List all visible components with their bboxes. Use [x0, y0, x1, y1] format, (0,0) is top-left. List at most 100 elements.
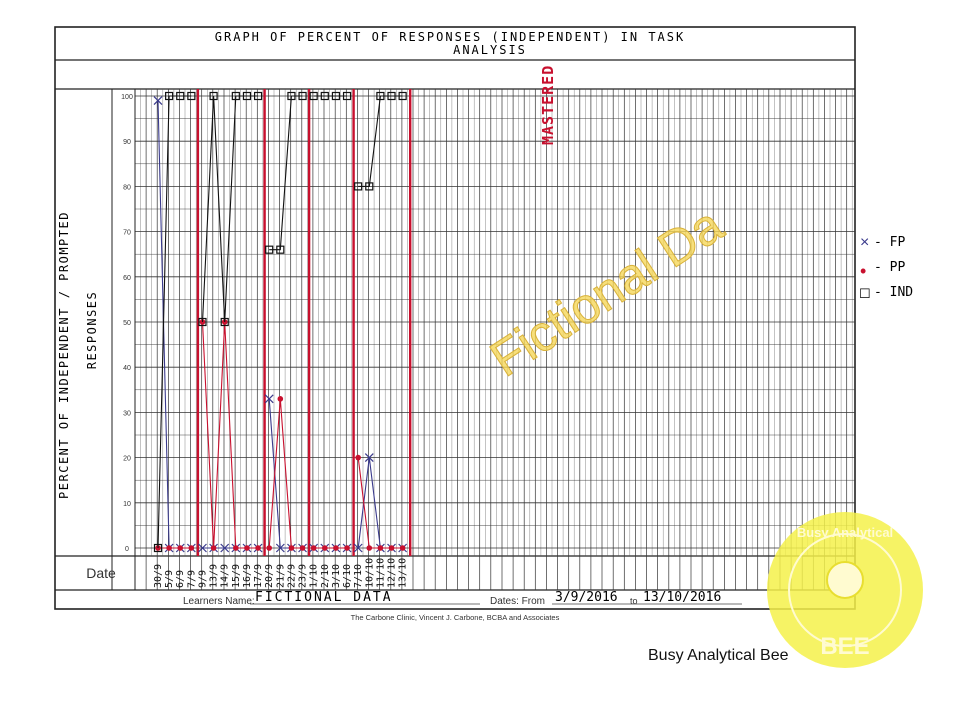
pp-point — [399, 545, 406, 551]
legend-fp-label: - FP — [874, 235, 905, 250]
pp-point — [377, 545, 384, 551]
y-tick-label: 80 — [123, 184, 131, 191]
pp-point — [244, 545, 250, 551]
ind-point — [365, 182, 374, 191]
ind-point — [231, 91, 240, 101]
series-ind-line — [157, 95, 192, 549]
ind-point — [220, 317, 229, 327]
date-label: 9/9 — [198, 570, 209, 588]
dates-to-value: 13/10/2016 — [643, 590, 721, 605]
fp-point-stroke — [220, 543, 230, 553]
date-label: 17/9 — [253, 564, 264, 588]
ind-point — [320, 91, 329, 101]
ind-point — [265, 245, 274, 254]
fp-point-stroke — [264, 394, 274, 404]
date-label: 16/9 — [242, 564, 253, 588]
y-tick-label: 70 — [123, 230, 131, 237]
footer-brand: Busy Analytical Bee — [648, 647, 789, 664]
pp-point — [299, 545, 306, 551]
date-label: 12/10 — [387, 558, 398, 588]
date-label: 7/10 — [353, 564, 364, 588]
date-label: 6/9 — [175, 570, 186, 588]
pp-point — [266, 545, 273, 551]
y-tick-label: 10 — [123, 501, 131, 508]
legend-ind-label: - IND — [874, 285, 913, 300]
learners-name-value: FICTIONAL DATA — [255, 590, 393, 605]
fp-point-stroke — [198, 543, 207, 553]
ind-point — [253, 91, 263, 101]
publisher-credit: The Carbone Clinic, Vincent J. Carbone, … — [351, 613, 560, 622]
dates-from-label: Dates: From — [490, 596, 545, 607]
chart-title-line1: GRAPH OF PERCENT OF RESPONSES (INDEPENDE… — [215, 30, 685, 44]
date-label: 2/10 — [320, 564, 331, 588]
date-label: 23/9 — [298, 564, 309, 588]
ind-point — [298, 91, 307, 101]
pp-point — [255, 545, 261, 551]
pp-point — [366, 545, 373, 551]
fp-point-stroke — [353, 543, 363, 553]
pp-point — [333, 545, 339, 551]
date-label: 15/9 — [231, 564, 242, 588]
date-label: 1/10 — [309, 564, 320, 588]
stamp-curved-text: Busy Analytical — [797, 525, 893, 540]
pp-point — [177, 545, 184, 551]
date-label: 30/9 — [153, 564, 164, 588]
ind-point — [331, 91, 341, 101]
pp-point — [166, 545, 172, 551]
chart-title-line2: ANALYSIS — [453, 43, 527, 57]
fp-point — [220, 543, 230, 553]
phase-lines — [196, 89, 412, 556]
series-ind-line — [269, 95, 303, 251]
pp-point — [199, 319, 206, 325]
fp-point-stroke — [364, 453, 374, 463]
stamp-inner-ring — [788, 533, 902, 647]
legend: × - FP • - PP ☐ - IND — [859, 234, 913, 301]
series-ind-line — [201, 95, 259, 323]
legend-pp-symbol: • — [860, 261, 866, 281]
date-labels: 30/9 5/9 6/9 7/9 9/9 13/9 14/9 15/9 16/9 17/9 20/9… — [153, 558, 409, 588]
y-tick-label: 90 — [123, 139, 131, 146]
date-label: 11/10 — [375, 558, 386, 588]
pp-point — [355, 454, 361, 461]
y-tick-label: 20 — [123, 456, 131, 463]
fp-point — [264, 394, 274, 404]
date-label: 13/9 — [209, 564, 220, 588]
ind-point — [387, 91, 396, 101]
date-label: 22/9 — [286, 564, 297, 588]
y-axis-title-line1: PERCENT OF INDEPENDENT / PROMPTED — [57, 211, 71, 499]
y-tick-label: 60 — [123, 275, 131, 282]
date-label: 13/10 — [398, 558, 409, 588]
ind-point — [209, 91, 218, 101]
legend-fp-symbol: × — [860, 234, 869, 251]
ind-point — [309, 91, 318, 101]
ind-point — [198, 317, 207, 327]
ind-point — [354, 182, 363, 191]
pp-point — [344, 545, 350, 551]
series-layer — [153, 91, 408, 553]
date-label: 20/9 — [264, 564, 275, 588]
ind-point — [153, 543, 163, 553]
y-ticks: 0 10 20 30 40 50 60 70 80 90 100 — [121, 94, 133, 553]
date-label: 10/10 — [364, 558, 375, 588]
date-label: 6/10 — [342, 564, 353, 588]
fp-point-stroke — [275, 543, 285, 553]
ind-point — [276, 245, 285, 254]
form-frame — [54, 26, 856, 610]
fp-point — [198, 543, 207, 553]
ind-point — [187, 91, 196, 101]
y-tick-label: 0 — [125, 546, 129, 553]
fp-point — [275, 543, 285, 553]
stamp-bee-text: BEE — [820, 633, 869, 660]
fp-point — [364, 453, 374, 463]
pp-point — [188, 545, 195, 551]
y-tick-label: 50 — [123, 320, 131, 327]
date-label: 3/10 — [331, 564, 342, 588]
ind-point — [342, 91, 352, 101]
pp-point — [233, 545, 239, 551]
date-label: 7/9 — [186, 570, 197, 588]
ind-point — [287, 91, 296, 101]
dates-to-label: to — [630, 596, 638, 606]
ind-point — [165, 91, 174, 101]
busy-analytical-bee-stamp: Busy Analytical BEE — [767, 512, 923, 668]
